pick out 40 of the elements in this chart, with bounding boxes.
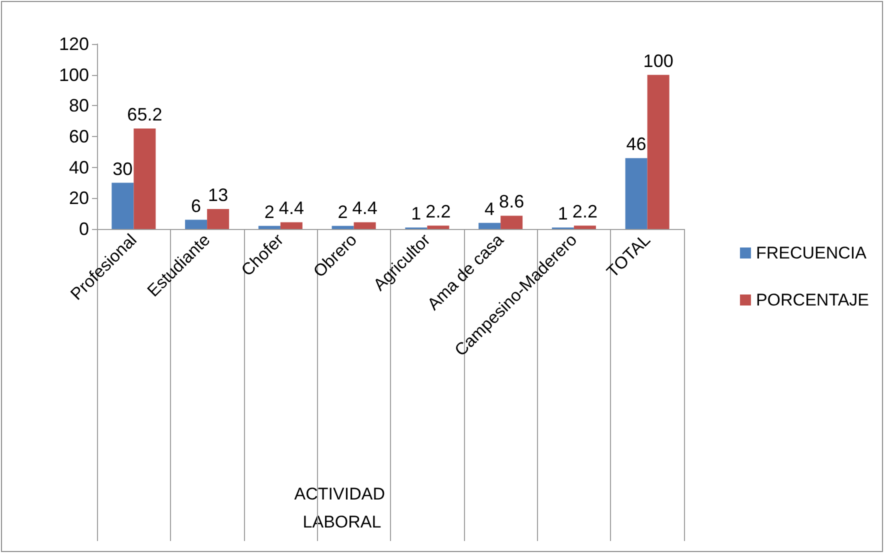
bar — [258, 226, 280, 229]
y-tick-label: 20 — [68, 188, 89, 208]
data-label: 1 — [411, 203, 422, 224]
y-tick-label: 120 — [58, 34, 89, 54]
data-label: 65.2 — [127, 104, 162, 124]
legend-label: FRECUENCIA — [756, 244, 868, 262]
bar — [207, 208, 230, 229]
y-tick-label: 0 — [78, 219, 89, 239]
bar — [134, 128, 156, 229]
data-label: 4.4 — [352, 198, 378, 218]
bar — [185, 220, 208, 229]
bar — [647, 74, 670, 229]
data-label: 4.4 — [278, 198, 304, 218]
bar — [332, 226, 354, 229]
data-label: 1 — [558, 203, 568, 224]
data-label: 8.6 — [499, 192, 524, 212]
bar — [354, 222, 376, 229]
bar — [112, 182, 134, 229]
text: ACTIVIDAD LABORAL — [294, 484, 390, 532]
data-label: 100 — [643, 50, 674, 71]
bar — [500, 216, 523, 229]
legend-label: PORCENTAJE — [756, 290, 870, 310]
y-tick-label: 40 — [68, 157, 89, 178]
bar — [574, 226, 596, 229]
y-tick-label: 80 — [68, 96, 89, 116]
data-label: 46 — [626, 134, 646, 154]
data-label: 4 — [484, 198, 495, 219]
y-tick-label: 60 — [68, 126, 89, 146]
data-label: 2.2 — [572, 202, 598, 222]
bar — [427, 226, 450, 229]
bar — [478, 222, 501, 229]
bar — [625, 158, 648, 229]
data-label: 2 — [264, 202, 274, 222]
bar — [280, 222, 302, 229]
data-label: 2.2 — [426, 202, 451, 222]
data-label: 13 — [208, 184, 228, 205]
data-label: 30 — [112, 158, 133, 179]
data-label: 6 — [191, 196, 202, 216]
data-label: 2 — [338, 202, 348, 222]
y-tick-label: 100 — [58, 64, 89, 85]
